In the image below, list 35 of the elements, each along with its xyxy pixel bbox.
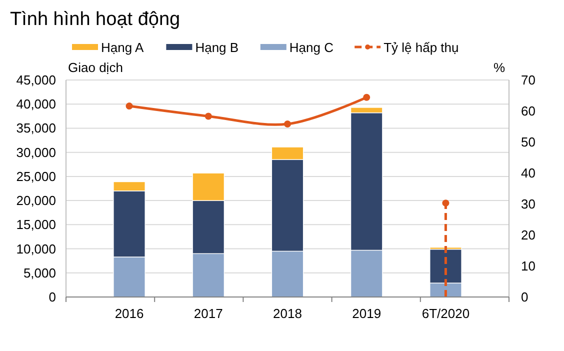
y-tick-label: 5,000 xyxy=(23,265,56,280)
y2-tick-label: 30 xyxy=(521,196,536,212)
chart-title: Tình hình hoạt động xyxy=(10,9,180,30)
y2-tick-label: 10 xyxy=(521,258,536,274)
legend-label: Tỷ lệ hấp thụ xyxy=(384,40,459,55)
point xyxy=(363,94,370,101)
y-tick-label: 20,000 xyxy=(16,193,56,208)
x-tick-label: 2019 xyxy=(352,306,382,321)
y2-tick-label: 0 xyxy=(521,290,528,304)
legend-label: Hạng C xyxy=(289,40,334,55)
y-tick-label: 0 xyxy=(48,290,56,304)
x-tick-label: 6T/2020 xyxy=(422,306,470,321)
y2-tick-label: 20 xyxy=(521,228,536,242)
y2-axis-title: % xyxy=(493,60,506,75)
point xyxy=(126,102,133,110)
y-tick-label: 10,000 xyxy=(16,241,56,256)
y-tick-label: 25,000 xyxy=(16,168,56,184)
y-tick-label: 45,000 xyxy=(16,72,56,88)
x-tick-label: 2016 xyxy=(114,306,144,321)
point xyxy=(442,200,450,207)
y-tick-label: 15,000 xyxy=(16,217,56,232)
y2-tick-label: 40 xyxy=(521,166,536,180)
legend-label: Hạng A xyxy=(101,40,144,55)
y-tick-label: 35,000 xyxy=(16,120,56,136)
x-tick-label: 2018 xyxy=(273,306,302,321)
legend-label: Hạng B xyxy=(195,40,239,55)
point xyxy=(204,112,212,120)
y2-tick-label: 70 xyxy=(521,72,536,88)
y-tick-label: 40,000 xyxy=(16,96,56,112)
y-tick-label: 30,000 xyxy=(16,144,56,160)
point xyxy=(284,120,291,128)
y2-tick-label: 50 xyxy=(521,134,536,150)
x-tick-label: 2017 xyxy=(194,306,223,321)
y-axis-title: Giao dịch xyxy=(68,60,123,75)
y2-tick-label: 60 xyxy=(521,104,536,118)
